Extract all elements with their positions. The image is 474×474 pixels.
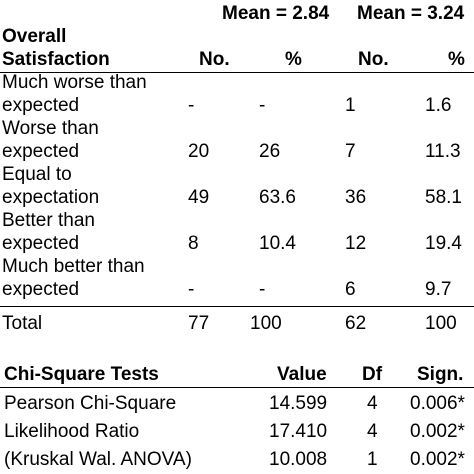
chi-value-heading: Value (277, 364, 327, 385)
chi-row-df: 1 (367, 449, 378, 470)
chi-row-sign: 0.006* (410, 393, 465, 414)
row-pct1: 26 (259, 141, 281, 162)
row-label-line1: Better than (2, 210, 95, 231)
row-no1: - (188, 95, 195, 116)
row-no1: 49 (188, 187, 210, 208)
chi-row-sign: 0.002* (410, 449, 465, 470)
total-no1: 77 (188, 313, 210, 334)
total-pct2: 100 (425, 313, 457, 334)
row-pct1: - (259, 279, 266, 300)
row-label-line2: expected (2, 95, 80, 116)
col-pct-1: % (285, 49, 302, 70)
chi-row-label: Pearson Chi-Square (4, 393, 177, 414)
row-no2: 12 (345, 233, 367, 254)
row-no2: 1 (345, 95, 356, 116)
col-pct-2: % (448, 49, 465, 70)
total-no2: 62 (345, 313, 367, 334)
row-no1: 20 (188, 141, 210, 162)
chi-row-value: 14.599 (269, 393, 328, 414)
row-pct2: 11.3 (425, 141, 461, 162)
row-no1: 8 (188, 233, 199, 254)
overall-satisfaction-heading-line2: Satisfaction (2, 49, 110, 70)
row-pct2: 19.4 (425, 233, 462, 254)
chi-row-value: 10.008 (269, 449, 328, 470)
row-label-line1: Equal to (2, 164, 72, 185)
chi-row-df: 4 (367, 393, 378, 414)
chi-row-label: (Kruskal Wal. ANOVA) (4, 449, 192, 470)
chi-row-label: Likelihood Ratio (4, 421, 140, 442)
total-rule (0, 306, 474, 307)
total-label: Total (2, 313, 43, 334)
row-label-line2: expected (2, 279, 80, 300)
col-no-1: No. (199, 49, 230, 70)
row-label-line1: Much better than (2, 256, 145, 277)
col-no-2: No. (358, 49, 389, 70)
chi-row-value: 17.410 (269, 421, 328, 442)
row-pct2: 9.7 (425, 279, 452, 300)
row-no1: - (188, 279, 195, 300)
chi-row-df: 4 (367, 421, 378, 442)
chi-square-heading: Chi-Square Tests (4, 364, 159, 385)
row-label-line2: expectation (2, 187, 100, 208)
row-pct1: 10.4 (259, 233, 296, 254)
chi-header-rule (0, 387, 474, 388)
mean-label-group-2: Mean = 3.24 (357, 3, 465, 24)
row-no2: 7 (345, 141, 356, 162)
overall-satisfaction-heading-line1: Overall (2, 26, 67, 47)
row-no2: 36 (345, 187, 367, 208)
chi-row-sign: 0.002* (410, 421, 465, 442)
row-label-line1: Worse than (2, 118, 99, 139)
row-pct2: 1.6 (425, 95, 452, 116)
row-label-line2: expected (2, 141, 80, 162)
chi-sign-heading: Sign. (417, 364, 464, 385)
row-label-line2: expected (2, 233, 80, 254)
chi-df-heading: Df (362, 364, 383, 385)
header-rule (0, 72, 474, 73)
mean-label-group-1: Mean = 2.84 (222, 3, 330, 24)
row-pct1: - (259, 95, 266, 116)
row-label-line1: Much worse than (2, 72, 147, 93)
row-pct2: 58.1 (425, 187, 462, 208)
row-pct1: 63.6 (259, 187, 296, 208)
total-pct1: 100 (250, 313, 282, 334)
row-no2: 6 (345, 279, 356, 300)
